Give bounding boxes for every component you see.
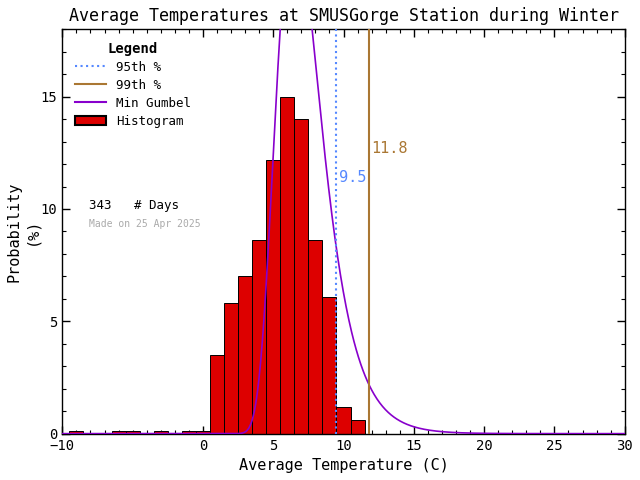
Text: 343   # Days: 343 # Days <box>90 199 179 212</box>
Bar <box>69 432 83 433</box>
Title: Average Temperatures at SMUSGorge Station during Winter: Average Temperatures at SMUSGorge Statio… <box>68 7 618 25</box>
Bar <box>294 119 308 433</box>
Bar <box>111 432 125 433</box>
Legend: 95th %, 99th %, Min Gumbel, Histogram: 95th %, 99th %, Min Gumbel, Histogram <box>68 36 197 134</box>
Bar <box>351 420 365 433</box>
Bar <box>182 432 196 433</box>
Bar <box>125 432 140 433</box>
Bar <box>154 432 168 433</box>
X-axis label: Average Temperature (C): Average Temperature (C) <box>239 458 449 473</box>
Bar <box>308 240 323 433</box>
Bar <box>238 276 252 433</box>
Bar <box>337 407 351 433</box>
Text: 9.5: 9.5 <box>339 170 367 185</box>
Y-axis label: Probability
(%): Probability (%) <box>7 181 39 282</box>
Text: Made on 25 Apr 2025: Made on 25 Apr 2025 <box>90 219 201 229</box>
Text: 11.8: 11.8 <box>372 141 408 156</box>
Bar <box>252 240 266 433</box>
Bar <box>266 159 280 433</box>
Bar <box>323 297 337 433</box>
Bar <box>224 303 238 433</box>
Bar <box>280 96 294 433</box>
Bar <box>196 432 210 433</box>
Bar <box>210 355 224 433</box>
